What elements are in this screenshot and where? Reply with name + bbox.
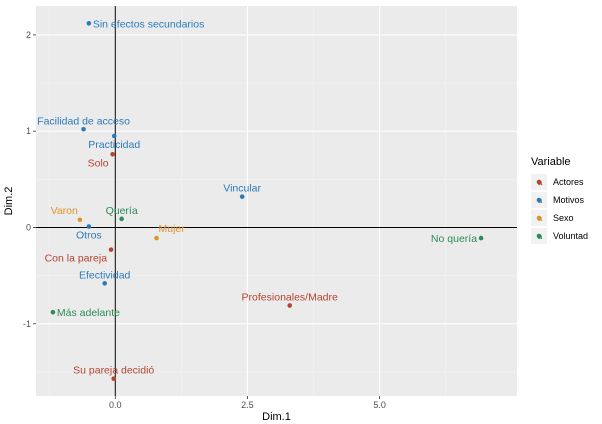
x-axis-ticks: 0.0 2.5 5.0 <box>109 396 386 410</box>
legend-key-point <box>536 233 542 239</box>
y-axis-title: Dim.2 <box>3 187 15 216</box>
data-point <box>86 224 92 229</box>
legend-key-glyph: a <box>538 196 543 205</box>
data-point <box>110 151 115 157</box>
data-labels: Solo Con la pareja Profesionales/Madre Su p… <box>37 18 477 376</box>
x-tick-label: 2.5 <box>241 400 254 410</box>
legend-label: Actores <box>553 177 584 187</box>
y-tick-label: -1 <box>23 319 31 329</box>
data-label: Efectividad <box>79 269 131 281</box>
data-point <box>50 309 56 315</box>
data-point <box>154 235 159 241</box>
x-tick-label: 0.0 <box>109 400 122 410</box>
data-point <box>81 126 86 132</box>
data-label: Profesionales/Madre <box>242 291 338 303</box>
legend-label: Sexo <box>553 213 574 223</box>
y-tick-label: 0 <box>26 222 31 232</box>
data-label: Otros <box>76 230 102 242</box>
data-label: Vincular <box>223 183 261 195</box>
y-axis-ticks: -1 0 1 2 <box>23 30 36 329</box>
plot-panel <box>36 6 517 396</box>
data-point <box>111 376 116 381</box>
y-tick-label: 2 <box>26 30 31 40</box>
data-label: Con la pareja <box>45 253 108 265</box>
legend-label: Voluntad <box>553 231 588 241</box>
y-tick-label: 1 <box>26 126 31 136</box>
legend-label: Motivos <box>553 195 585 205</box>
legend-key-point <box>536 197 542 203</box>
data-point <box>102 281 108 286</box>
reference-lines <box>36 6 517 396</box>
data-label: Facilidad de acceso <box>37 115 130 127</box>
legend-key-glyph: a <box>538 232 543 241</box>
data-point <box>77 217 83 223</box>
data-label: Quería <box>106 205 138 217</box>
data-points <box>50 21 484 381</box>
legend-title: Variable <box>531 156 571 168</box>
data-point <box>86 21 92 26</box>
data-label: Solo <box>88 157 109 169</box>
legend: Variable a Actores a Motivos a Sexo a Voluntad <box>531 156 588 244</box>
data-label: Mujer <box>159 223 186 235</box>
data-label: No quería <box>431 233 477 245</box>
data-point <box>478 235 484 241</box>
data-point <box>287 303 293 308</box>
data-point <box>108 247 114 252</box>
minor-gridlines <box>36 6 517 396</box>
x-tick-label: 5.0 <box>373 400 386 410</box>
data-label: Más adelante <box>57 307 120 319</box>
data-point <box>111 133 117 139</box>
data-label: Sin efectos secundarios <box>93 18 204 30</box>
data-label: Su pareja decidió <box>73 365 154 377</box>
data-label: Practicidad <box>88 139 140 151</box>
x-axis-title: Dim.1 <box>262 411 291 423</box>
data-point <box>239 194 245 199</box>
legend-key-point <box>536 179 542 185</box>
legend-key-point <box>536 215 542 221</box>
data-label: Varon <box>51 205 78 217</box>
data-point <box>119 216 124 222</box>
legend-key-glyph: a <box>538 178 543 187</box>
legend-key-glyph: a <box>538 214 543 223</box>
